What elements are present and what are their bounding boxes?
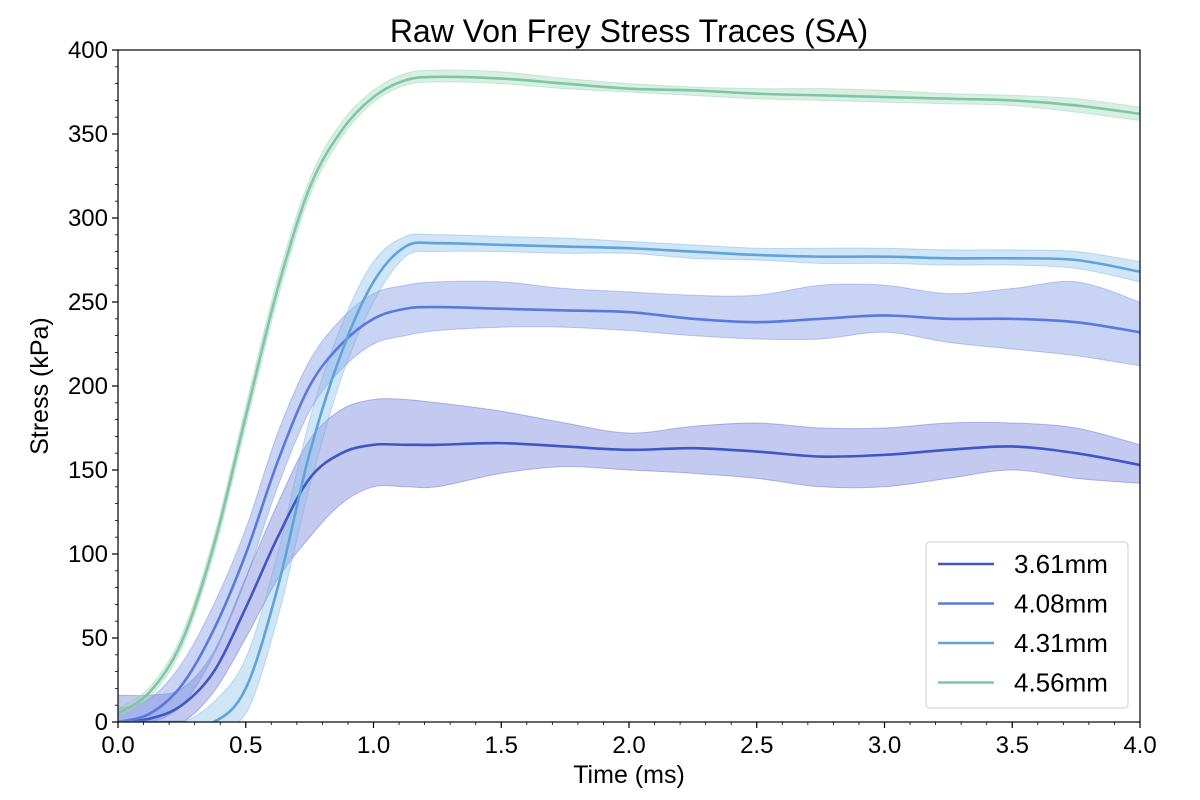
y-tick-label: 300 xyxy=(68,205,108,232)
y-tick-label: 200 xyxy=(68,373,108,400)
legend-label-4.56mm: 4.56mm xyxy=(1014,668,1108,698)
y-tick-label: 350 xyxy=(68,121,108,148)
legend-box xyxy=(925,541,1129,709)
series-line-4.56mm xyxy=(118,75,1140,715)
series-line-3.61mm xyxy=(118,441,1140,722)
x-axis-label: Time (ms) xyxy=(573,761,685,789)
y-tick-label: 50 xyxy=(81,625,108,652)
series-line-4.31mm xyxy=(118,241,1140,722)
y-tick-label: 150 xyxy=(68,457,108,484)
x-tick-label: 2.0 xyxy=(612,732,645,759)
legend: 3.61mm 4.08mm 4.31mm 4.56mm xyxy=(925,541,1129,709)
legend-label-4.08mm: 4.08mm xyxy=(1014,589,1108,619)
y-axis-label: Stress (kPa) xyxy=(26,317,54,455)
legend-label-3.61mm: 3.61mm xyxy=(1014,549,1108,579)
y-tick-label: 250 xyxy=(68,289,108,316)
confidence-band-3.61mm xyxy=(118,398,1140,722)
chart-title: Raw Von Frey Stress Traces (SA) xyxy=(390,13,868,49)
x-tick-label: 3.0 xyxy=(868,732,901,759)
series-line-4.08mm xyxy=(118,305,1140,722)
confidence-band-4.56mm xyxy=(118,69,1140,718)
series-lines xyxy=(118,75,1140,722)
x-tick-label: 4.0 xyxy=(1123,732,1156,759)
x-tick-label: 0.5 xyxy=(229,732,262,759)
confidence-band-4.08mm xyxy=(118,280,1140,722)
x-tick-label: 0.0 xyxy=(101,732,134,759)
legend-label-4.31mm: 4.31mm xyxy=(1014,628,1108,658)
x-tick-label: 1.5 xyxy=(485,732,518,759)
y-tick-label: 0 xyxy=(95,709,108,736)
x-tick-label: 1.0 xyxy=(357,732,390,759)
y-tick-label: 400 xyxy=(68,37,108,64)
axis-ticks: 0.0 0.5 1.0 1.5 2.0 2.5 3.0 3.5 4.0 0 50 100 150 200 2… xyxy=(68,37,1157,759)
x-tick-label: 3.5 xyxy=(996,732,1029,759)
y-tick-label: 100 xyxy=(68,541,108,568)
x-tick-label: 2.5 xyxy=(740,732,773,759)
